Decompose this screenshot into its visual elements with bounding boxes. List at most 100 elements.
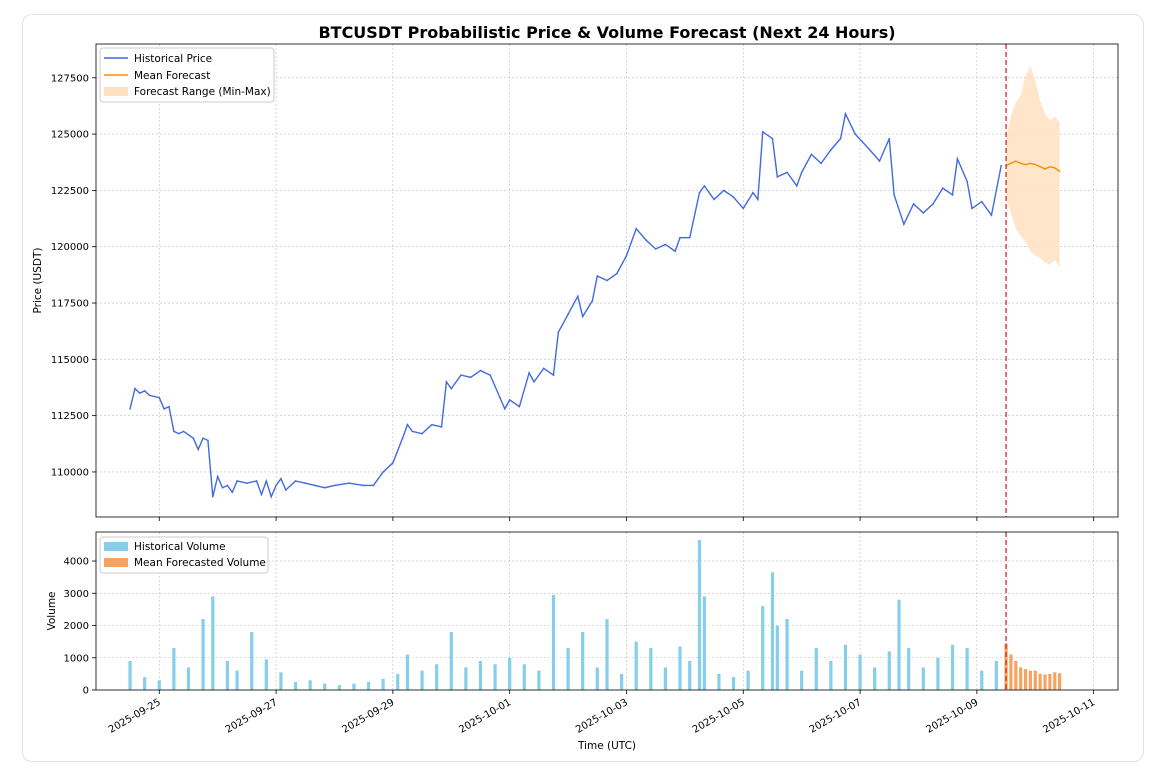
historical-volume-bar bbox=[478, 660, 483, 690]
historical-price-point bbox=[460, 374, 462, 376]
mean-forecast-point bbox=[1058, 170, 1061, 173]
historical-price-point bbox=[635, 227, 637, 230]
historical-price-point bbox=[645, 239, 647, 241]
historical-price-point bbox=[581, 315, 584, 318]
historical-price-point bbox=[168, 405, 170, 408]
historical-volume-bar bbox=[907, 648, 911, 690]
historical-price-point bbox=[625, 254, 628, 257]
volume-axes-frame bbox=[95, 531, 1119, 691]
historical-volume-bar bbox=[936, 657, 940, 690]
historical-price-point bbox=[922, 212, 925, 214]
mean-forecast-point bbox=[1049, 165, 1051, 168]
x-tick-label: 2025-09-27 bbox=[224, 697, 280, 736]
historical-volume-bar bbox=[323, 683, 327, 690]
historical-price-point bbox=[786, 171, 788, 174]
x-tick-label: 2025-10-07 bbox=[808, 697, 864, 736]
historical-volume-bar bbox=[921, 667, 925, 690]
historical-volume-bar bbox=[950, 644, 955, 690]
historical-volume-bar bbox=[225, 660, 229, 690]
historical-price-point bbox=[518, 405, 521, 408]
historical-volume-bar bbox=[605, 619, 609, 690]
historical-price-point bbox=[207, 439, 209, 442]
historical-price-point bbox=[139, 392, 141, 394]
historical-price-point bbox=[177, 432, 180, 435]
historical-volume-bar bbox=[566, 648, 570, 690]
historical-price-point bbox=[226, 484, 229, 487]
historical-volume-bar bbox=[785, 619, 789, 690]
historical-price-point bbox=[528, 372, 530, 374]
historical-volume-bar bbox=[843, 644, 848, 690]
price-y-tick-label: 125000 bbox=[51, 130, 89, 141]
historical-price-point bbox=[285, 489, 287, 491]
historical-volume-bar bbox=[211, 596, 215, 690]
historical-volume-bar bbox=[581, 631, 585, 690]
historical-volume-bar bbox=[366, 681, 371, 690]
historical-volume-bar bbox=[201, 619, 205, 690]
historical-price-point bbox=[732, 196, 735, 198]
historical-volume-bar bbox=[897, 599, 901, 690]
historical-volume-bar bbox=[887, 651, 891, 690]
historical-price-point bbox=[469, 376, 472, 379]
historical-price-point bbox=[577, 295, 579, 298]
historical-price-point bbox=[197, 448, 199, 451]
legend-label-historical-price: Historical Price bbox=[134, 53, 212, 65]
historical-price-point bbox=[552, 374, 555, 376]
historical-price-point bbox=[757, 198, 759, 201]
historical-price-point bbox=[771, 137, 774, 140]
historical-volume-bar bbox=[697, 540, 702, 690]
forecast-volume-bar bbox=[1009, 654, 1013, 690]
historical-volume-bar bbox=[814, 648, 818, 690]
historical-price-point bbox=[820, 162, 822, 165]
historical-volume-bar bbox=[717, 673, 721, 690]
historical-volume-bar bbox=[293, 681, 298, 690]
historical-volume-bar bbox=[688, 660, 692, 690]
x-tick-label: 2025-09-29 bbox=[341, 697, 397, 736]
historical-volume-bar bbox=[829, 660, 833, 690]
historical-price-point bbox=[800, 171, 803, 174]
x-tick-label: 2025-10-09 bbox=[925, 697, 981, 736]
historical-price-point bbox=[143, 390, 146, 392]
historical-volume-bar bbox=[965, 648, 969, 690]
historical-volume-bar bbox=[595, 667, 599, 690]
historical-price-point bbox=[723, 189, 725, 192]
historical-volume-bar bbox=[649, 648, 653, 690]
historical-price-point bbox=[606, 279, 608, 282]
historical-price-point bbox=[557, 331, 560, 334]
historical-volume-bar bbox=[449, 631, 453, 690]
historical-volume-bar bbox=[279, 672, 283, 690]
historical-price-point bbox=[508, 399, 511, 401]
mean-forecast-point bbox=[1029, 162, 1032, 165]
historical-volume-bar bbox=[352, 683, 356, 690]
historical-volume-bar bbox=[620, 673, 624, 690]
historical-price-point bbox=[382, 471, 384, 473]
historical-volume-bar bbox=[381, 678, 385, 690]
historical-price-point bbox=[844, 113, 847, 115]
historical-volume-bar bbox=[157, 680, 161, 690]
historical-price-point bbox=[158, 396, 161, 399]
price-y-tick-label: 127500 bbox=[51, 73, 89, 84]
historical-price-point bbox=[674, 250, 676, 253]
historical-price-point bbox=[893, 194, 895, 196]
forecast-volume-bar bbox=[1053, 672, 1057, 690]
historical-price-point bbox=[372, 484, 375, 487]
historical-price-point bbox=[912, 203, 915, 205]
historical-price-point bbox=[542, 367, 545, 370]
historical-price-point bbox=[275, 484, 277, 487]
x-tick-label: 2025-10-03 bbox=[574, 697, 630, 736]
mean-forecast-point bbox=[1024, 163, 1027, 166]
historical-price-point bbox=[216, 475, 219, 478]
forecast-volume-bar bbox=[1004, 643, 1008, 690]
historical-price-point bbox=[173, 430, 175, 433]
historical-price-point bbox=[304, 482, 307, 485]
historical-price-point bbox=[796, 185, 798, 187]
historical-price-point bbox=[1000, 164, 1002, 167]
historical-price-line bbox=[129, 111, 1002, 499]
historical-volume-bar bbox=[702, 596, 706, 690]
price-y-tick-label: 112500 bbox=[51, 411, 89, 422]
mean-forecast-point bbox=[1019, 162, 1022, 165]
historical-volume-bar bbox=[873, 667, 877, 690]
mean-forecast-point bbox=[1053, 167, 1056, 169]
historical-price-point bbox=[761, 131, 764, 133]
historical-price-point bbox=[440, 426, 443, 428]
historical-volume-bar bbox=[250, 631, 254, 690]
